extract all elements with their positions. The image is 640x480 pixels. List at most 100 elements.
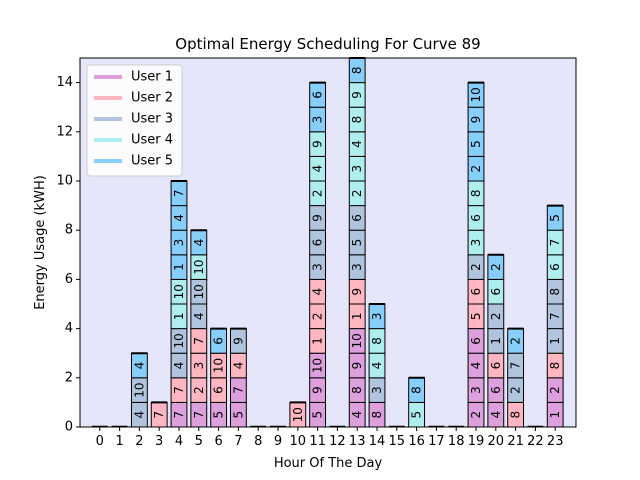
chart-title: Optimal Energy Scheduling For Curve 89	[175, 35, 480, 53]
segment-label: 1	[548, 337, 562, 345]
segment-label: 9	[311, 214, 325, 222]
segment-label: 4	[350, 411, 364, 419]
segment-label: 10	[132, 382, 146, 397]
x-tick-label: 18	[448, 434, 465, 449]
segment-label: 10	[350, 333, 364, 348]
segment-label: 4	[350, 140, 364, 148]
segment-label: 4	[311, 165, 325, 173]
segment-label: 6	[548, 263, 562, 271]
x-tick-label: 0	[96, 434, 104, 449]
segment-label: 7	[192, 411, 206, 419]
segment-label: 6	[311, 239, 325, 247]
segment-label: 2	[469, 411, 483, 419]
segment-label: 6	[489, 386, 503, 394]
segment-label: 3	[370, 386, 384, 394]
x-tick-label: 2	[135, 434, 143, 449]
segment-label: 2	[489, 312, 503, 320]
segment-label: 7	[172, 411, 186, 419]
segment-label: 3	[469, 386, 483, 394]
segment-label: 7	[172, 189, 186, 197]
x-tick-label: 14	[369, 434, 386, 449]
segment-label: 8	[350, 66, 364, 74]
segment-label: 6	[350, 214, 364, 222]
segment-label: 10	[291, 407, 305, 422]
plot-frame	[79, 57, 577, 428]
x-tick-label: 15	[389, 434, 406, 449]
segment-label: 2	[350, 189, 364, 197]
segment-label: 6	[489, 288, 503, 296]
y-tick-label: 4	[65, 321, 73, 336]
segment-label: 6	[469, 214, 483, 222]
y-tick-label: 6	[65, 272, 73, 287]
segment-label: 2	[311, 189, 325, 197]
segment-label: 3	[311, 116, 325, 124]
segment-label: 8	[370, 337, 384, 345]
segment-label: 2	[469, 165, 483, 173]
y-tick-label: 10	[56, 174, 73, 189]
legend-label: User 2	[131, 91, 173, 106]
segment-label: 1	[489, 337, 503, 345]
segment-label: 5	[469, 140, 483, 148]
segment-label: 9	[469, 116, 483, 124]
segment-label: 7	[509, 362, 523, 370]
segment-label: 5	[410, 411, 424, 419]
segment-label: 7	[548, 239, 562, 247]
segment-label: 4	[172, 362, 186, 370]
segment-label: 4	[192, 239, 206, 247]
segment-label: 3	[192, 362, 206, 370]
x-tick-label: 20	[488, 434, 505, 449]
x-tick-label: 16	[408, 434, 425, 449]
segment-label: 8	[548, 362, 562, 370]
segment-label: 8	[410, 386, 424, 394]
segment-label: 9	[231, 337, 245, 345]
segment-label: 1	[172, 263, 186, 271]
x-tick-label: 11	[309, 434, 326, 449]
legend-box	[86, 64, 183, 177]
segment-label: 9	[350, 362, 364, 370]
segment-label: 5	[469, 312, 483, 320]
x-tick-label: 4	[175, 434, 183, 449]
segment-label: 5	[212, 411, 226, 419]
x-tick-label: 6	[214, 434, 222, 449]
segment-label: 10	[192, 259, 206, 274]
legend: User 1 User 2 User 3 User 4 User 5	[86, 64, 183, 177]
x-tick-label: 13	[349, 434, 366, 449]
segment-label: 2	[489, 263, 503, 271]
y-axis: 0 2 4 6 8 10 12 14	[56, 75, 80, 435]
segment-label: 2	[548, 386, 562, 394]
y-axis-label: Energy Usage (kWH)	[33, 175, 48, 310]
legend-label: User 1	[131, 70, 173, 85]
segment-label: 4	[192, 312, 206, 320]
y-tick-label: 12	[56, 124, 73, 139]
segment-label: 10	[172, 333, 186, 348]
segment-label: 3	[370, 312, 384, 320]
segment-label: 4	[370, 362, 384, 370]
x-tick-label: 5	[195, 434, 203, 449]
x-tick-label: 7	[234, 434, 242, 449]
segment-label: 8	[350, 116, 364, 124]
legend-label: User 3	[131, 112, 173, 127]
segment-label: 3	[172, 239, 186, 247]
segment-label: 5	[311, 411, 325, 419]
segment-label: 1	[172, 312, 186, 320]
segment-label: 5	[231, 411, 245, 419]
y-tick-label: 2	[65, 370, 73, 385]
segment-label: 4	[172, 214, 186, 222]
segment-label: 5	[548, 214, 562, 222]
segment-label: 10	[469, 87, 483, 102]
segment-label: 4	[231, 362, 245, 370]
legend-label: User 4	[131, 133, 173, 148]
segment-label: 2	[469, 263, 483, 271]
y-tick-label: 8	[65, 223, 73, 238]
x-tick-label: 10	[290, 434, 307, 449]
segment-label: 10	[311, 358, 325, 373]
y-tick-label: 14	[56, 75, 73, 90]
segment-label: 6	[311, 91, 325, 99]
segment-label: 10	[192, 284, 206, 299]
segment-label: 3	[350, 263, 364, 271]
segment-label: 7	[231, 386, 245, 394]
x-tick-label: 3	[155, 434, 163, 449]
segment-label: 6	[469, 337, 483, 345]
segment-label: 7	[172, 386, 186, 394]
